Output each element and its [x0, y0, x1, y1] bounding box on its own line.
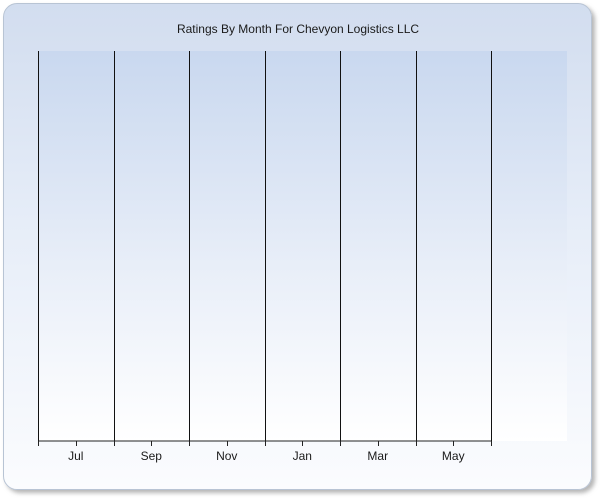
x-tick-labels: Jul Sep Nov Jan Mar May [68, 449, 465, 463]
x-tick-label-may: May [442, 449, 465, 463]
x-tick-label-jul: Jul [68, 449, 83, 463]
chart-title: Ratings By Month For Chevyon Logistics L… [177, 22, 419, 36]
x-tick-label-mar: Mar [367, 449, 388, 463]
gridlines [38, 51, 492, 441]
x-tick-label-sep: Sep [141, 449, 163, 463]
x-tick-label-nov: Nov [216, 449, 237, 463]
x-tick-label-jan: Jan [293, 449, 312, 463]
plot-area [38, 51, 567, 441]
x-axis [38, 440, 492, 446]
